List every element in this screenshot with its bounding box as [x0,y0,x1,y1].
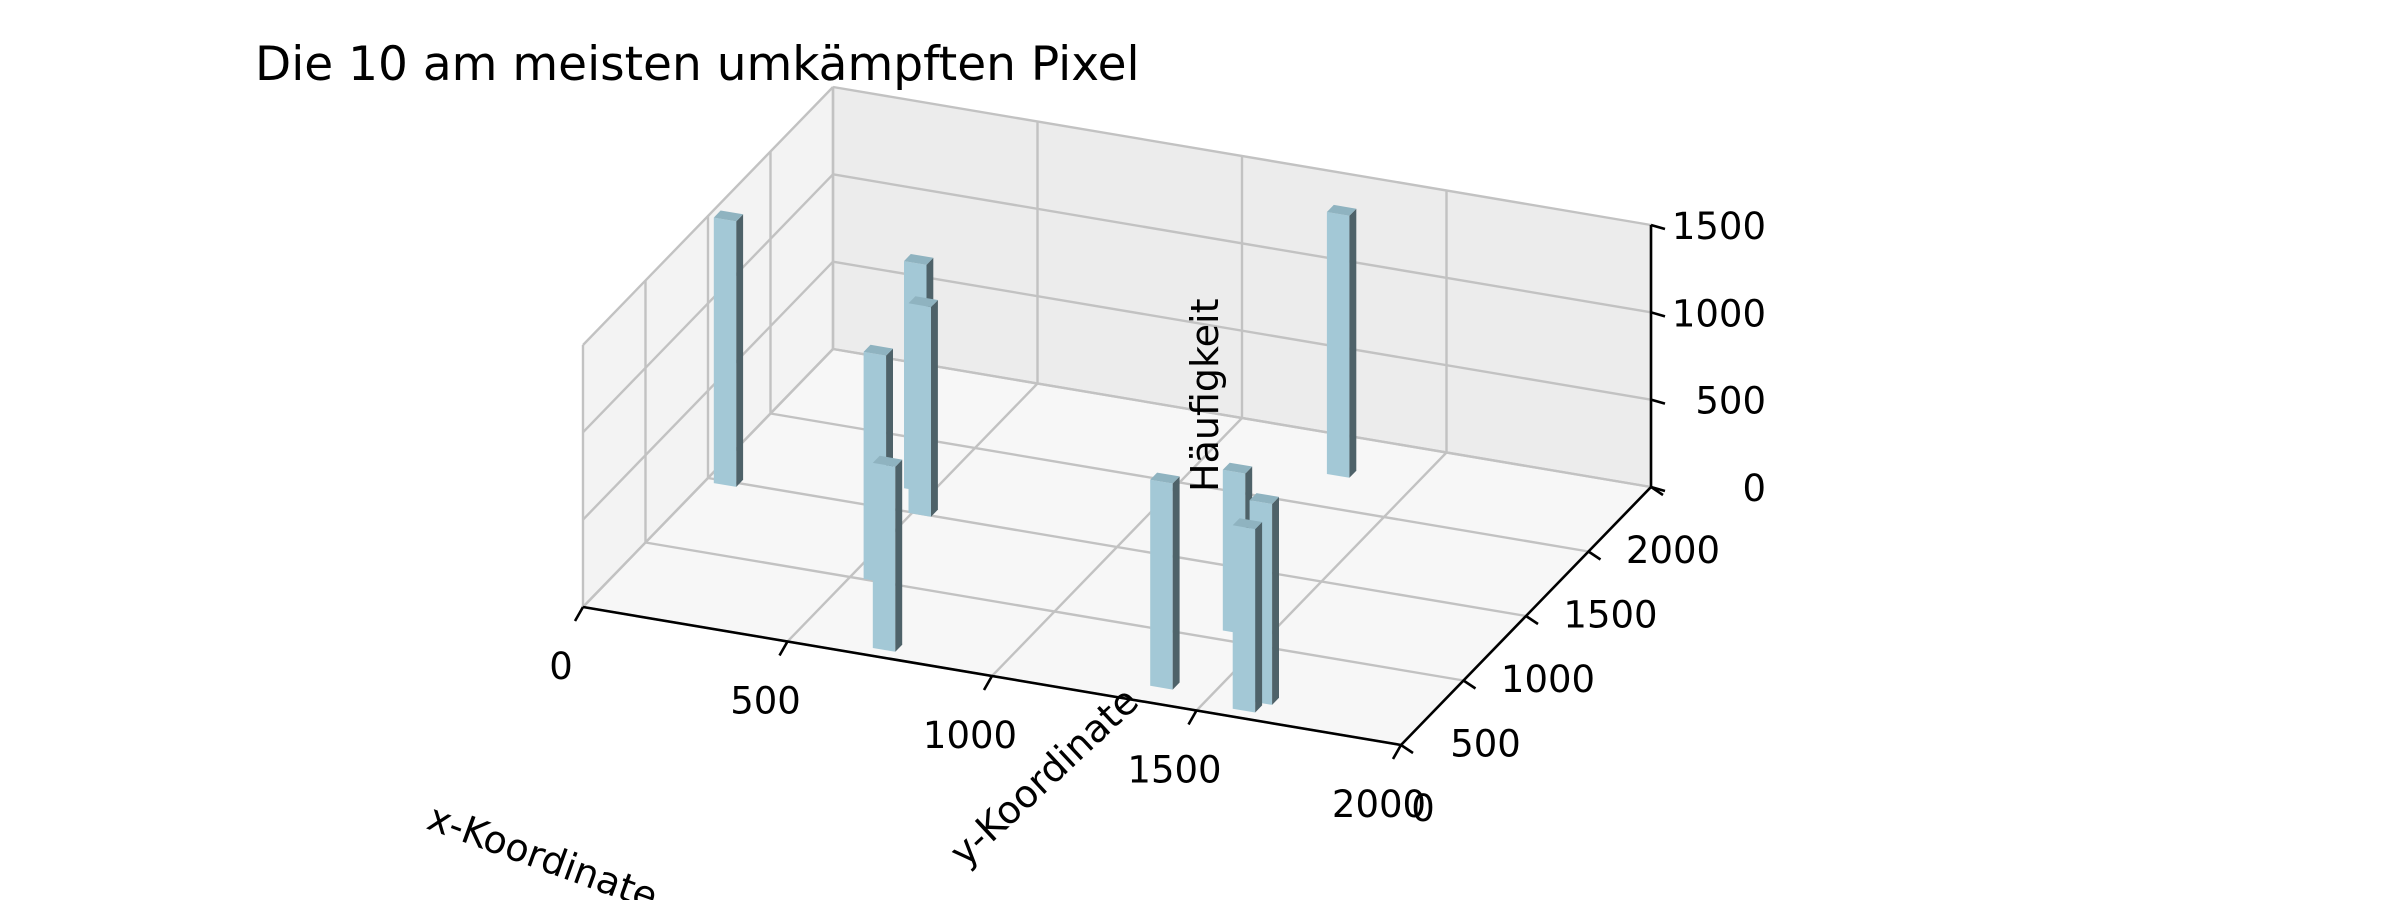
tick-labels: 0500100015002000050010001500200005001000… [549,205,1766,830]
bar-front-face [713,217,737,487]
x-tick-label: 500 [730,680,801,723]
grid-line-z-left [582,260,834,521]
x-tick-mark [982,675,994,691]
z-tick-label: 1500 [1672,205,1766,248]
y-tick-mark [1525,614,1539,626]
bar-side-face [1272,496,1279,705]
grid-line-z-left [582,173,834,434]
bar-3d [1326,204,1357,478]
bar-3d [908,296,938,517]
bar-front-face [1232,525,1256,713]
bar-front-face [1150,479,1173,690]
axes-panes [583,87,1651,745]
bar-top-face [1326,204,1357,216]
z-tick-label: 500 [1695,380,1766,423]
grid-line-z-back [832,347,1652,489]
bar-3d [1150,472,1180,690]
grid-line-z-back [832,173,1652,314]
grid-line-z-left [582,348,834,608]
z-tick-mark [1650,311,1666,318]
x-tick-label: 1000 [923,714,1017,757]
z-tick-mark [1650,398,1666,405]
y-axis-label: y-Koordinate [941,678,1147,874]
x-tick-mark [573,606,585,622]
x-tick-label: 2000 [1332,783,1426,826]
z-tick-label: 1000 [1672,292,1766,335]
grid-line-z-left [582,86,834,346]
bar-top-face [872,455,903,467]
bar-3d [872,455,903,652]
bar-front-face [872,462,896,652]
bar-top-face [1150,472,1180,484]
y-tick-label: 1000 [1501,658,1595,701]
bar-top-face [863,344,893,356]
bar-3d [1232,518,1263,713]
y-tick-mark [1462,679,1477,690]
x-axis-label: x-Koordinate [422,795,664,900]
bar-side-face [1172,476,1180,690]
z-tick-label: 0 [1742,467,1766,510]
bar-top-face [908,296,938,308]
bar-side-face [931,300,938,517]
bars-layer [713,204,1357,713]
grid-line-y-floor [707,476,1527,618]
z-axis-label: Häufigkeit [1183,299,1227,493]
bar-3d [713,210,744,487]
y-tick-mark [1587,550,1602,561]
grid-lines [581,85,1653,747]
y-tick-label: 2000 [1626,529,1720,572]
chart-title: Die 10 am meisten umkämpften Pixel [255,37,1140,92]
grid-line-z-back [832,85,1652,227]
x-tick-mark [1187,709,1198,726]
grid-line-z-back [832,260,1652,401]
bar-top-face [1222,462,1253,474]
bar-side-face [736,214,744,487]
z-tick-mark [1650,223,1666,231]
bar-side-face [1349,208,1357,478]
y-tick-mark [1400,743,1414,755]
axis-lines [573,223,1666,760]
y-tick-label: 1500 [1563,594,1657,637]
x-tick-label: 1500 [1127,749,1221,792]
x-tick-mark [1391,744,1403,760]
bar-front-face [908,303,931,517]
bar-front-face [1326,212,1350,478]
x-tick-mark [778,640,789,657]
bar-side-face [895,459,903,652]
bar-side-face [1255,522,1263,713]
bar-top-face [1249,493,1279,504]
y-tick-label: 500 [1450,723,1521,766]
bar-top-face [1232,518,1263,530]
y-tick-label: 0 [1411,787,1435,830]
z-tick-mark [1650,485,1666,493]
bar-top-face [713,210,744,222]
x-tick-label: 0 [549,645,573,688]
bar-top-face [904,254,934,265]
